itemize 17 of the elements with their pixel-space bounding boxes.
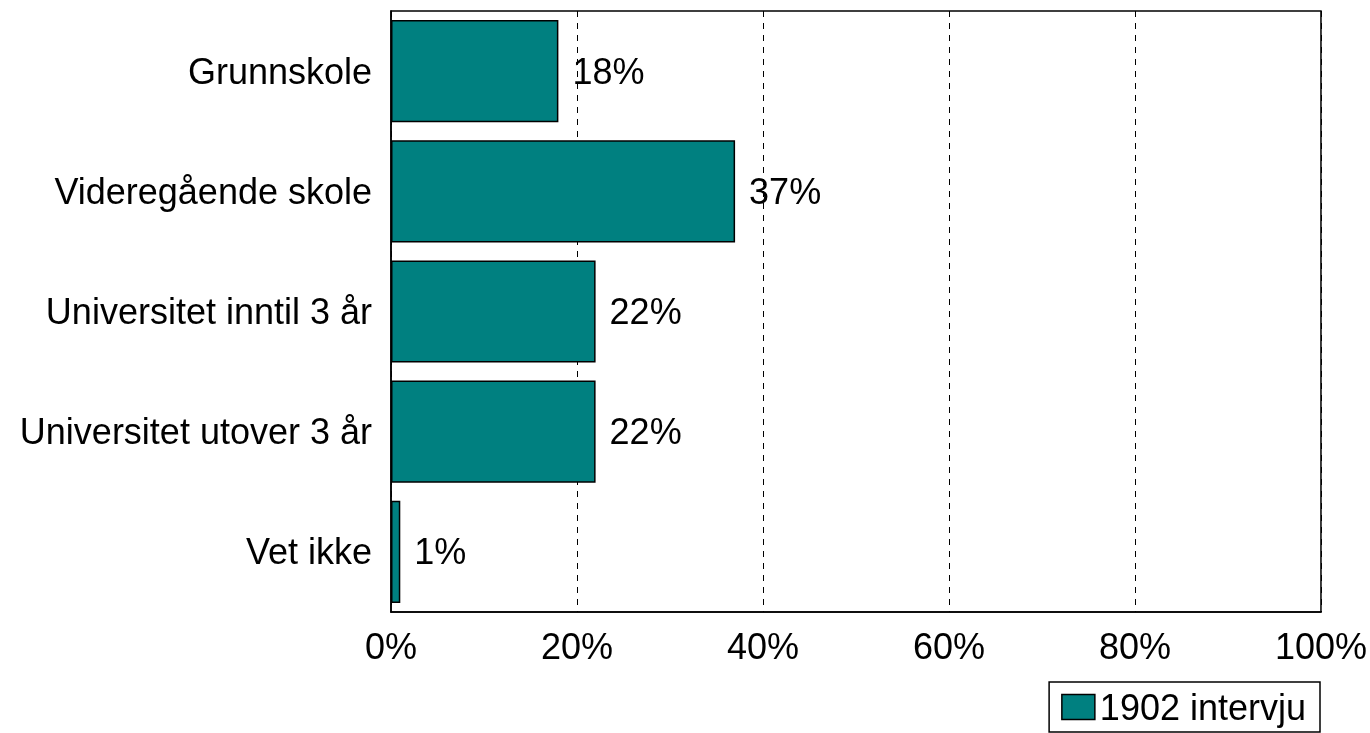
y-tick-label: Videregående skole bbox=[54, 170, 372, 212]
x-tick-label: 20% bbox=[540, 625, 614, 667]
data-label: 37% bbox=[749, 170, 822, 212]
x-tick-label: 60% bbox=[912, 625, 986, 667]
x-tick-label: 100% bbox=[1274, 625, 1367, 667]
x-tick-label: 80% bbox=[1098, 625, 1171, 667]
y-tick-label: Vet ikke bbox=[245, 531, 372, 573]
data-label: 22% bbox=[609, 291, 682, 332]
x-tick-label: 40% bbox=[726, 625, 800, 667]
data-label: 22% bbox=[609, 411, 682, 453]
x-tick-label: 0% bbox=[364, 625, 418, 667]
legend-label: 1902 intervju bbox=[1099, 686, 1306, 728]
y-tick-label: Grunnskole bbox=[187, 50, 372, 92]
y-tick-label: Universitet utover 3 år bbox=[19, 411, 372, 453]
data-label: 18% bbox=[572, 50, 645, 92]
y-tick-label: Universitet inntil 3 år bbox=[45, 291, 372, 332]
data-label: 1% bbox=[414, 531, 467, 573]
